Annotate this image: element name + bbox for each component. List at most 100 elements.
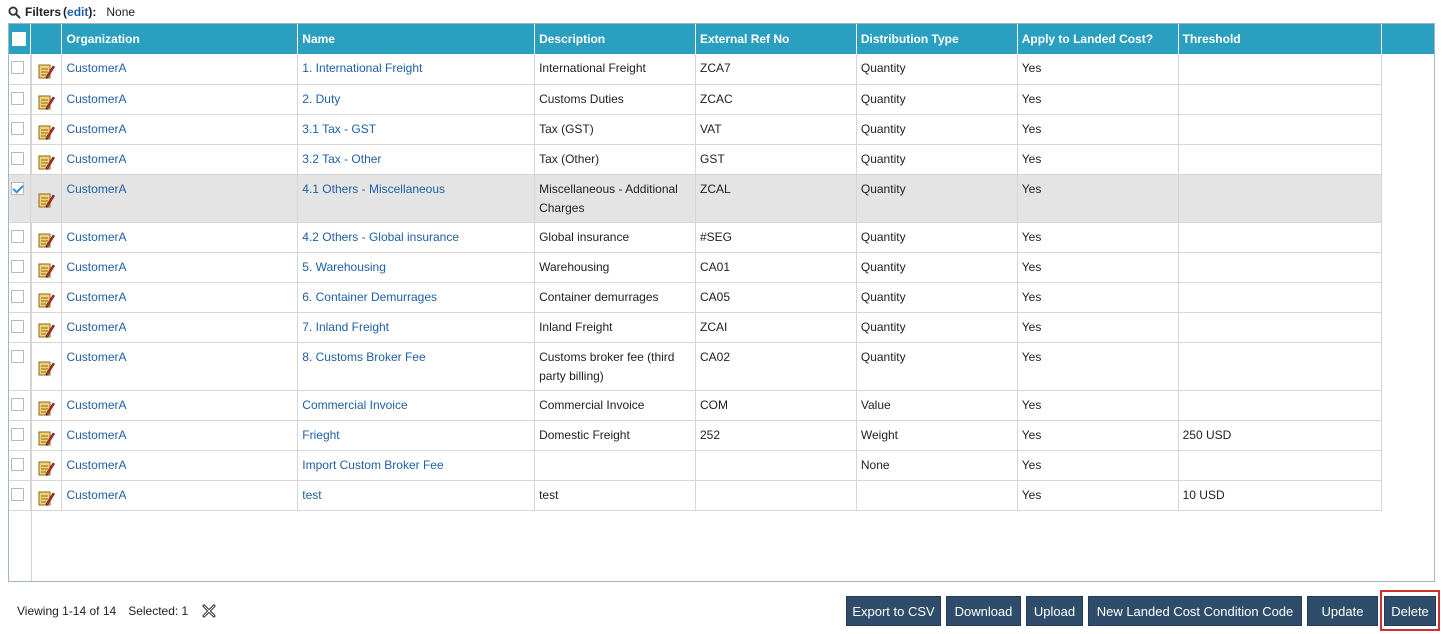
edit-record-icon[interactable] <box>37 291 61 309</box>
download-button[interactable]: Download <box>946 596 1021 626</box>
edit-record-icon[interactable] <box>37 153 61 171</box>
row-checkbox[interactable] <box>11 151 24 165</box>
table-row[interactable]: CustomerA Import Custom Broker Fee None Yes <box>9 450 1434 481</box>
column-header-apply-landed-cost[interactable]: Apply to Landed Cost? <box>1017 24 1179 54</box>
row-checkbox[interactable] <box>11 397 24 411</box>
table-row[interactable]: CustomerA 8. Customs Broker Fee Customs br… <box>9 342 1434 391</box>
row-select-cell <box>9 480 32 511</box>
row-checkbox[interactable] <box>11 349 24 363</box>
edit-record-icon[interactable] <box>37 399 61 417</box>
organization-link[interactable]: CustomerA <box>66 397 127 412</box>
table-row[interactable]: CustomerA 5. Warehousing Warehousing CA01 Qu… <box>9 252 1434 283</box>
row-checkbox[interactable] <box>11 61 24 74</box>
name-link[interactable]: 4.1 Others - Miscellaneous <box>302 181 446 196</box>
edit-record-icon[interactable] <box>37 261 61 279</box>
column-header-external-ref[interactable]: External Ref No <box>695 24 857 54</box>
row-checkbox[interactable] <box>11 91 24 105</box>
organization-link[interactable]: CustomerA <box>66 121 127 136</box>
name-link[interactable]: 2. Duty <box>302 91 341 106</box>
upload-button[interactable]: Upload <box>1026 596 1083 626</box>
edit-record-icon[interactable] <box>37 459 61 477</box>
name-link[interactable]: 6. Container Demurrages <box>302 289 438 304</box>
filler-cell <box>1381 312 1434 342</box>
organization-link[interactable]: CustomerA <box>66 151 127 166</box>
organization-link[interactable]: CustomerA <box>66 319 127 334</box>
row-checkbox[interactable] <box>11 487 24 501</box>
organization-link[interactable]: CustomerA <box>66 457 127 472</box>
table-row[interactable]: CustomerA 6. Container Demurrages Containe… <box>9 282 1434 313</box>
name-link[interactable]: 3.2 Tax - Other <box>302 151 382 166</box>
column-header-description[interactable]: Description <box>534 24 696 54</box>
organization-link[interactable]: CustomerA <box>66 427 127 442</box>
row-checkbox[interactable] <box>11 427 24 441</box>
column-header-threshold[interactable]: Threshold <box>1178 24 1383 54</box>
name-link[interactable]: 7. Inland Freight <box>302 319 389 334</box>
export-csv-button[interactable]: Export to CSV <box>846 596 941 626</box>
edit-record-icon[interactable] <box>37 191 61 209</box>
table-row[interactable]: CustomerA 3.2 Tax - Other Tax (Other) GST Qu… <box>9 144 1434 175</box>
organization-link[interactable]: CustomerA <box>66 487 127 502</box>
apply-landed-cost-cell: Yes <box>1017 54 1179 85</box>
edit-record-icon[interactable] <box>37 359 61 377</box>
row-checkbox[interactable] <box>11 457 24 471</box>
table-row[interactable]: CustomerA 1. International Freight Interna… <box>9 54 1434 85</box>
filler-cell <box>1381 450 1434 480</box>
edit-record-icon[interactable] <box>37 489 61 507</box>
row-checkbox[interactable] <box>11 121 24 135</box>
name-link[interactable]: 8. Customs Broker Fee <box>302 349 426 364</box>
organization-link[interactable]: CustomerA <box>66 229 127 244</box>
filler-cell <box>1381 390 1434 420</box>
new-landed-cost-condition-code-button[interactable]: New Landed Cost Condition Code <box>1088 596 1302 626</box>
name-cell: 2. Duty <box>297 84 536 115</box>
search-icon <box>8 5 21 19</box>
name-cell: Commercial Invoice <box>297 390 536 421</box>
apply-landed-cost-text: Yes <box>1021 487 1042 502</box>
edit-record-icon[interactable] <box>37 231 61 249</box>
name-link[interactable]: Import Custom Broker Fee <box>302 457 444 472</box>
column-header-distribution-type[interactable]: Distribution Type <box>856 24 1018 54</box>
table-row[interactable]: CustomerA 4.2 Others - Global insurance Gl… <box>9 222 1434 253</box>
apply-landed-cost-text: Yes <box>1021 289 1042 304</box>
row-checkbox[interactable] <box>11 289 24 303</box>
edit-record-icon[interactable] <box>37 93 61 111</box>
apply-landed-cost-text: Yes <box>1021 61 1042 75</box>
table-row[interactable]: CustomerA 4.1 Others - Miscellaneous Misce… <box>9 174 1434 223</box>
table-row[interactable]: CustomerA 3.1 Tax - GST Tax (GST) VAT Quanti… <box>9 114 1434 145</box>
row-checkbox[interactable] <box>11 319 24 333</box>
external-ref-text: ZCAC <box>700 91 733 106</box>
organization-link[interactable]: CustomerA <box>66 61 127 75</box>
column-header-organization[interactable]: Organization <box>61 24 299 54</box>
filters-edit-link[interactable]: edit <box>67 5 89 19</box>
organization-link[interactable]: CustomerA <box>66 259 127 274</box>
table-row[interactable]: CustomerA 2. Duty Customs Duties ZCAC Quanti… <box>9 84 1434 115</box>
name-link[interactable]: 5. Warehousing <box>302 259 386 274</box>
column-header-name[interactable]: Name <box>297 24 536 54</box>
apply-landed-cost-cell: Yes <box>1017 450 1179 481</box>
name-link[interactable]: 4.2 Others - Global insurance <box>302 229 460 244</box>
row-checkbox[interactable] <box>11 181 24 195</box>
clear-selection-icon[interactable] <box>202 604 216 618</box>
name-link[interactable]: Commercial Invoice <box>302 397 408 412</box>
edit-record-icon[interactable] <box>37 429 61 447</box>
table-row[interactable]: CustomerA 7. Inland Freight Inland Freight… <box>9 312 1434 343</box>
name-link[interactable]: 3.1 Tax - GST <box>302 121 377 136</box>
select-all-checkbox[interactable] <box>12 32 26 46</box>
organization-link[interactable]: CustomerA <box>66 349 127 364</box>
row-checkbox[interactable] <box>11 259 24 273</box>
delete-button[interactable]: Delete <box>1384 596 1436 626</box>
edit-record-icon[interactable] <box>37 62 61 80</box>
edit-record-icon[interactable] <box>37 321 61 339</box>
name-link[interactable]: test <box>302 487 322 502</box>
distribution-type-text: Value <box>860 397 891 412</box>
row-checkbox[interactable] <box>11 229 24 243</box>
name-link[interactable]: 1. International Freight <box>302 61 423 75</box>
table-row[interactable]: CustomerA Commercial Invoice Commercial In… <box>9 390 1434 421</box>
organization-link[interactable]: CustomerA <box>66 289 127 304</box>
edit-record-icon[interactable] <box>37 123 61 141</box>
organization-link[interactable]: CustomerA <box>66 181 127 196</box>
update-button[interactable]: Update <box>1307 596 1378 626</box>
table-row[interactable]: CustomerA test test Yes 10 USD <box>9 480 1434 511</box>
name-link[interactable]: Frieght <box>302 427 340 442</box>
table-row[interactable]: CustomerA Frieght Domestic Freight 252 Weigh… <box>9 420 1434 451</box>
organization-link[interactable]: CustomerA <box>66 91 127 106</box>
